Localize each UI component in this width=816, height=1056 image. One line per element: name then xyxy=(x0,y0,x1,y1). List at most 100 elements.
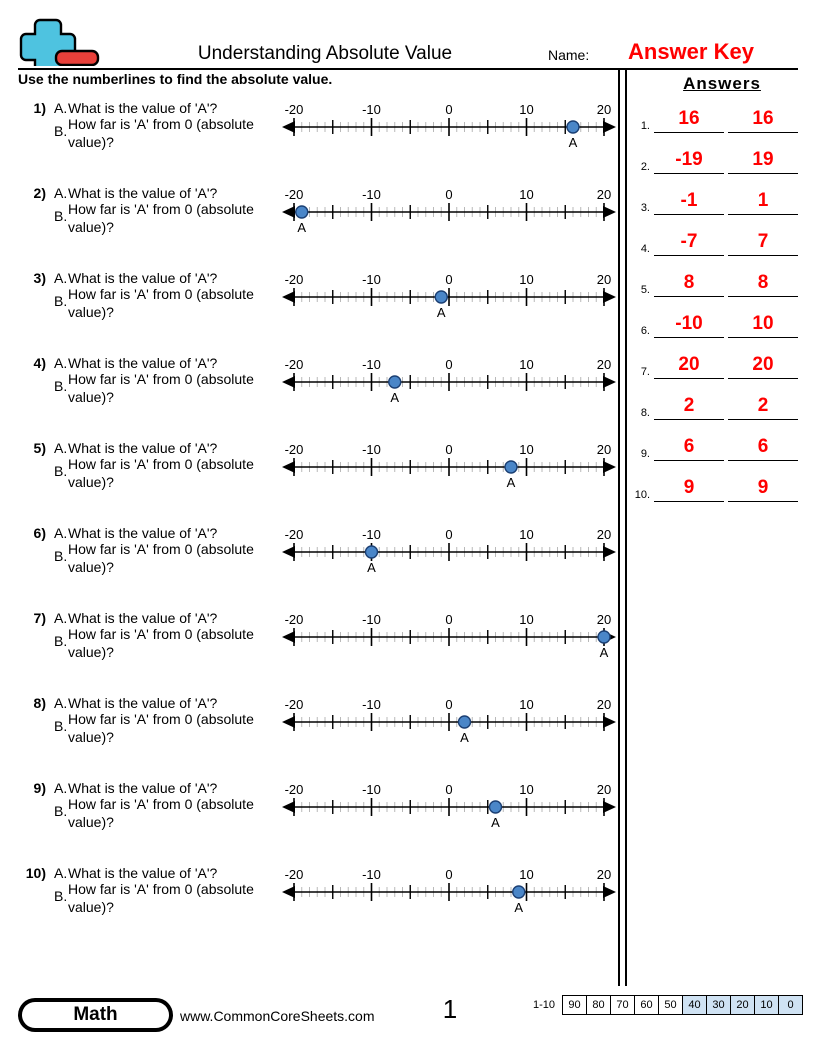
answer-slot-b[interactable]: 7 xyxy=(728,229,798,256)
answer-slot-b[interactable]: 16 xyxy=(728,106,798,133)
part-b-letter: B. xyxy=(54,548,68,564)
answer-slot-a[interactable]: -1 xyxy=(654,188,724,215)
answer-slot-b[interactable]: 1 xyxy=(728,188,798,215)
part-b-letter: B. xyxy=(54,293,68,309)
svg-text:-10: -10 xyxy=(362,187,381,202)
answer-slot-a[interactable]: -19 xyxy=(654,147,724,174)
svg-text:-20: -20 xyxy=(285,272,304,287)
answer-row: 4. -7 7 xyxy=(628,217,816,258)
svg-text:-10: -10 xyxy=(362,867,381,882)
page-footer: Math www.CommonCoreSheets.com 1 1-10 90 8… xyxy=(0,986,816,1056)
answer-slot-a[interactable]: 6 xyxy=(654,434,724,461)
answer-slot-b[interactable]: 2 xyxy=(728,393,798,420)
page-title: Understanding Absolute Value xyxy=(197,43,453,64)
part-b-letter: B. xyxy=(54,888,68,904)
part-b-letter: B. xyxy=(54,463,68,479)
answer-index: 10. xyxy=(634,489,650,501)
part-a-letter: A. xyxy=(54,865,68,881)
svg-text:A: A xyxy=(600,645,609,660)
answer-row: 1. 16 16 xyxy=(628,94,816,135)
scale-box: 80 xyxy=(586,995,611,1015)
problem-number: 3) xyxy=(33,270,46,286)
svg-text:20: 20 xyxy=(597,527,611,542)
svg-text:-10: -10 xyxy=(362,102,381,117)
answer-slot-a[interactable]: 20 xyxy=(654,352,724,379)
svg-text:A: A xyxy=(390,390,399,405)
answer-row: 2. -19 19 xyxy=(628,135,816,176)
name-label: Name: xyxy=(548,47,590,63)
svg-text:0: 0 xyxy=(445,867,452,882)
answer-slot-b[interactable]: 9 xyxy=(728,475,798,502)
answer-row: 5. 8 8 xyxy=(628,258,816,299)
svg-text:20: 20 xyxy=(597,187,611,202)
answer-slot-a[interactable]: -10 xyxy=(654,311,724,338)
svg-text:-20: -20 xyxy=(285,612,304,627)
svg-text:20: 20 xyxy=(597,357,611,372)
answer-slot-a[interactable]: -7 xyxy=(654,229,724,256)
part-b-question: How far is 'A' from 0 (absolute value)? xyxy=(68,796,254,830)
svg-text:A: A xyxy=(460,730,469,745)
svg-text:20: 20 xyxy=(597,697,611,712)
part-a-question: What is the value of 'A'? xyxy=(68,270,218,286)
problem-number: 6) xyxy=(33,525,46,541)
answer-row: 7. 20 20 xyxy=(628,340,816,381)
answer-slot-a[interactable]: 9 xyxy=(654,475,724,502)
answer-row: 6. -10 10 xyxy=(628,299,816,340)
answer-slot-b[interactable]: 6 xyxy=(728,434,798,461)
answer-index: 3. xyxy=(640,202,650,214)
part-a-question: What is the value of 'A'? xyxy=(68,100,218,116)
answer-index: 6. xyxy=(640,325,650,337)
part-a-letter: A. xyxy=(54,525,68,541)
svg-text:-10: -10 xyxy=(362,442,381,457)
numberline-graph: -20 -10 0 10 20 A xyxy=(282,604,616,664)
part-b-question: How far is 'A' from 0 (absolute value)? xyxy=(68,711,254,745)
svg-text:0: 0 xyxy=(445,102,452,117)
answers-panel: Answers 1. 16 16 2. -19 19 3. -1 1 4. -7 7 5. 8 8 6. -10… xyxy=(628,68,816,504)
svg-text:0: 0 xyxy=(445,187,452,202)
numberline-graph: -20 -10 0 10 20 A xyxy=(282,179,616,239)
answer-slot-a[interactable]: 16 xyxy=(654,106,724,133)
numberline-graph: -20 -10 0 10 20 A xyxy=(282,859,616,919)
svg-text:-20: -20 xyxy=(285,442,304,457)
subject-badge: Math xyxy=(18,998,173,1032)
svg-text:-10: -10 xyxy=(362,357,381,372)
answer-row: 10. 9 9 xyxy=(628,463,816,504)
page-number: 1 xyxy=(442,994,458,1024)
part-b-question: How far is 'A' from 0 (absolute value)? xyxy=(68,286,254,320)
answer-index: 8. xyxy=(640,407,650,419)
numberline-graph: -20 -10 0 10 20 A xyxy=(282,689,616,749)
answer-slot-b[interactable]: 8 xyxy=(728,270,798,297)
part-a-letter: A. xyxy=(54,100,68,116)
part-b-letter: B. xyxy=(54,803,68,819)
numberline-graph: -20 -10 0 10 20 A xyxy=(282,774,616,834)
answer-row: 9. 6 6 xyxy=(628,422,816,463)
part-b-letter: B. xyxy=(54,718,68,734)
svg-text:0: 0 xyxy=(445,782,452,797)
answers-rows: 1. 16 16 2. -19 19 3. -1 1 4. -7 7 5. 8 8 6. -10 10 7. 20 20… xyxy=(628,94,816,504)
scale-box: 50 xyxy=(658,995,683,1015)
problem-number: 7) xyxy=(33,610,46,626)
scale-box: 70 xyxy=(610,995,635,1015)
svg-text:10: 10 xyxy=(519,187,533,202)
answer-slot-a[interactable]: 8 xyxy=(654,270,724,297)
answer-slot-b[interactable]: 10 xyxy=(728,311,798,338)
part-b-letter: B. xyxy=(54,123,68,139)
svg-text:0: 0 xyxy=(445,697,452,712)
scale-box: 0 xyxy=(778,995,803,1015)
answer-slot-b[interactable]: 20 xyxy=(728,352,798,379)
part-b-question: How far is 'A' from 0 (absolute value)? xyxy=(68,626,254,660)
answer-slot-b[interactable]: 19 xyxy=(728,147,798,174)
svg-text:-20: -20 xyxy=(285,867,304,882)
svg-text:20: 20 xyxy=(597,102,611,117)
svg-text:0: 0 xyxy=(445,612,452,627)
column-divider-inner xyxy=(625,68,627,986)
svg-text:A: A xyxy=(569,135,578,150)
svg-text:-20: -20 xyxy=(285,697,304,712)
answer-slot-a[interactable]: 2 xyxy=(654,393,724,420)
svg-text:-10: -10 xyxy=(362,612,381,627)
part-b-question: How far is 'A' from 0 (absolute value)? xyxy=(68,116,254,150)
svg-text:-20: -20 xyxy=(285,782,304,797)
directions-text: Use the numberlines to find the absolute… xyxy=(18,71,333,87)
scale-box: 20 xyxy=(730,995,755,1015)
svg-text:A: A xyxy=(367,560,376,575)
